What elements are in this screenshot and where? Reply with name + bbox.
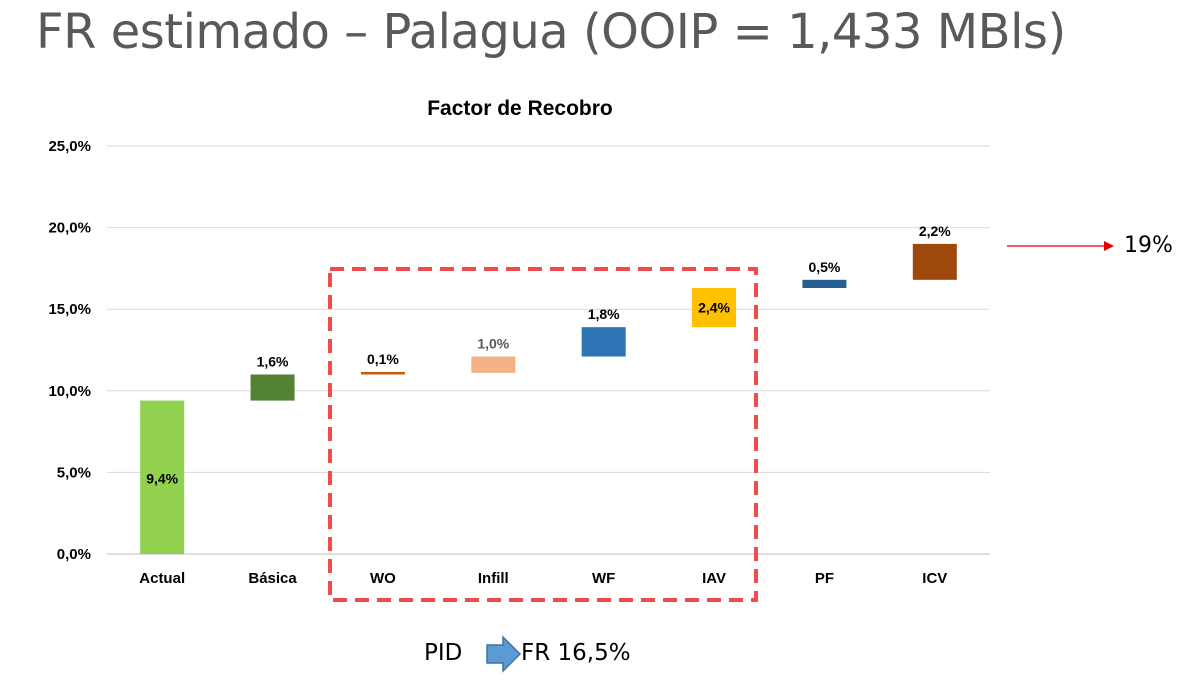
value-label-iav: 2,4%	[698, 300, 730, 316]
value-labels: 9,4% 1,6% 0,1% 1,0% 1,8% 2,4% 0,5% 2,2%	[146, 223, 951, 486]
value-label-infill: 1,0%	[477, 336, 509, 352]
x-tick-label: WO	[370, 570, 396, 587]
bar-wo	[360, 371, 405, 375]
bar-wf	[581, 327, 626, 357]
footer-left-label: PID	[424, 640, 463, 666]
y-tick-label: 20,0%	[48, 220, 91, 237]
x-tick-label: WF	[592, 570, 615, 587]
value-label-básica: 1,6%	[257, 353, 289, 369]
bars	[140, 243, 957, 554]
chart-title: Factor de Recobro	[427, 97, 613, 120]
value-label-actual: 9,4%	[146, 470, 178, 486]
y-tick-label: 10,0%	[48, 383, 91, 400]
y-tick-label: 0,0%	[57, 546, 91, 563]
x-tick-label: IAV	[702, 570, 726, 587]
bar-actual	[140, 400, 185, 554]
x-tick-label: ICV	[922, 570, 947, 587]
x-tick-label: Básica	[248, 570, 297, 587]
value-label-wo: 0,1%	[367, 351, 399, 367]
y-tick-label: 25,0%	[48, 138, 91, 155]
footer-right-label: FR 16,5%	[521, 640, 631, 666]
x-axis-labels: Actual Básica WO Infill WF IAV PF ICV	[139, 570, 947, 587]
highlight-box	[328, 267, 758, 602]
right-arrow-icon	[486, 635, 522, 673]
bar-básica	[250, 374, 295, 401]
bar-infill	[471, 356, 516, 373]
gridlines	[107, 145, 990, 555]
x-tick-label: Actual	[139, 570, 185, 587]
bar-icv	[912, 243, 957, 280]
bar-pf	[802, 279, 847, 288]
value-label-pf: 0,5%	[808, 259, 840, 275]
value-label-icv: 2,2%	[919, 223, 951, 239]
y-tick-label: 15,0%	[48, 301, 91, 318]
x-tick-label: PF	[815, 570, 834, 587]
slide-title: FR estimado – Palagua (OOIP = 1,433 MBls…	[36, 4, 1066, 60]
value-label-wf: 1,8%	[588, 306, 620, 322]
total-arrow	[1007, 241, 1114, 251]
x-tick-label: Infill	[478, 570, 509, 587]
bar-iav	[692, 287, 737, 328]
y-tick-label: 5,0%	[57, 464, 91, 481]
total-annotation: 19%	[1124, 233, 1173, 258]
y-axis-ticks: 0,0% 5,0% 10,0% 15,0% 20,0% 25,0%	[48, 138, 91, 563]
